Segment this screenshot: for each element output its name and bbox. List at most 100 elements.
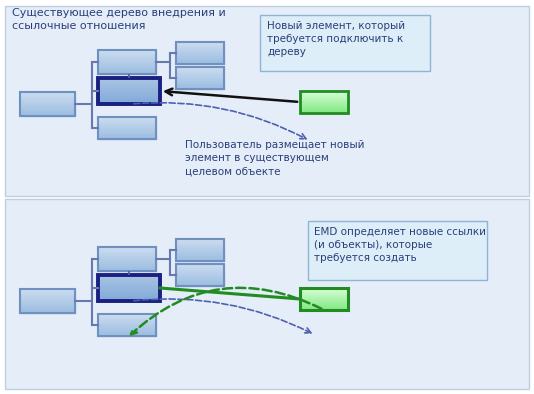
Bar (176, 269, 224, 270)
Bar (176, 273, 224, 274)
Bar (300, 301, 348, 302)
Bar (98, 264, 156, 265)
Bar (176, 48, 224, 49)
Bar (176, 45, 224, 46)
Bar (98, 250, 156, 251)
Bar (20, 294, 75, 295)
FancyBboxPatch shape (5, 199, 529, 389)
Bar (98, 327, 156, 328)
Bar (176, 257, 224, 258)
Bar (20, 306, 75, 307)
Bar (98, 279, 160, 280)
Bar (98, 287, 160, 288)
Bar (98, 259, 156, 260)
Bar (176, 59, 224, 60)
Bar (98, 86, 160, 87)
Bar (176, 283, 224, 284)
Bar (176, 242, 224, 243)
Bar (176, 249, 224, 250)
Bar (20, 310, 75, 311)
Bar (176, 87, 224, 88)
Bar (20, 302, 75, 303)
Bar (98, 121, 156, 122)
Bar (98, 73, 156, 74)
Bar (20, 296, 75, 297)
Bar (20, 97, 75, 98)
Bar (98, 277, 160, 278)
Bar (176, 284, 224, 285)
Bar (176, 61, 224, 62)
Bar (20, 295, 75, 296)
Bar (98, 294, 160, 295)
Bar (176, 250, 224, 251)
Bar (20, 107, 75, 108)
Bar (300, 292, 348, 293)
Bar (98, 92, 160, 93)
Bar (20, 289, 75, 290)
Bar (176, 74, 224, 75)
Bar (98, 101, 160, 102)
Bar (300, 306, 348, 307)
Bar (20, 291, 75, 292)
Bar (176, 86, 224, 87)
Bar (176, 281, 224, 282)
Bar (98, 51, 156, 52)
Bar (300, 291, 348, 292)
Bar (98, 62, 156, 63)
Bar (98, 329, 156, 330)
Bar (98, 255, 156, 256)
Bar (300, 99, 348, 100)
Bar (20, 311, 75, 312)
Bar (176, 285, 224, 286)
Bar (98, 331, 156, 332)
Bar (98, 99, 160, 100)
Bar (176, 252, 224, 253)
Bar (98, 79, 160, 80)
Bar (20, 100, 75, 101)
Bar (176, 279, 224, 280)
Bar (176, 267, 224, 268)
Bar (98, 87, 160, 88)
Bar (98, 258, 156, 259)
Bar (98, 318, 156, 319)
Bar (176, 54, 224, 55)
Bar (300, 295, 348, 296)
Bar (98, 328, 156, 329)
Bar (98, 291, 160, 292)
Bar (176, 81, 224, 82)
Bar (98, 124, 156, 125)
FancyBboxPatch shape (5, 6, 529, 196)
Bar (98, 248, 156, 249)
Bar (98, 98, 160, 99)
Bar (20, 300, 75, 301)
Text: Существующее дерево внедрения и
ссылочные отношения: Существующее дерево внедрения и ссылочны… (12, 8, 226, 31)
Bar (98, 50, 156, 51)
Bar (20, 312, 75, 313)
Bar (98, 330, 156, 331)
Bar (300, 294, 348, 295)
Bar (98, 267, 156, 268)
Bar (176, 79, 224, 80)
Text: Пользователь размещает новый
элемент в существующем
целевом объекте: Пользователь размещает новый элемент в с… (185, 140, 365, 177)
Bar (98, 314, 156, 315)
Bar (176, 51, 224, 52)
Bar (98, 260, 156, 261)
Bar (20, 299, 75, 300)
Bar (98, 332, 156, 333)
Bar (176, 72, 224, 73)
Bar (176, 254, 224, 255)
Bar (98, 290, 160, 291)
Bar (20, 115, 75, 116)
Bar (300, 105, 348, 106)
Bar (98, 268, 156, 269)
Bar (98, 127, 156, 128)
Bar (176, 52, 224, 53)
Bar (98, 125, 156, 126)
Bar (98, 265, 156, 266)
Bar (176, 71, 224, 72)
Bar (98, 133, 156, 134)
Bar (20, 110, 75, 111)
Bar (176, 50, 224, 51)
Bar (20, 305, 75, 306)
Bar (98, 293, 160, 294)
